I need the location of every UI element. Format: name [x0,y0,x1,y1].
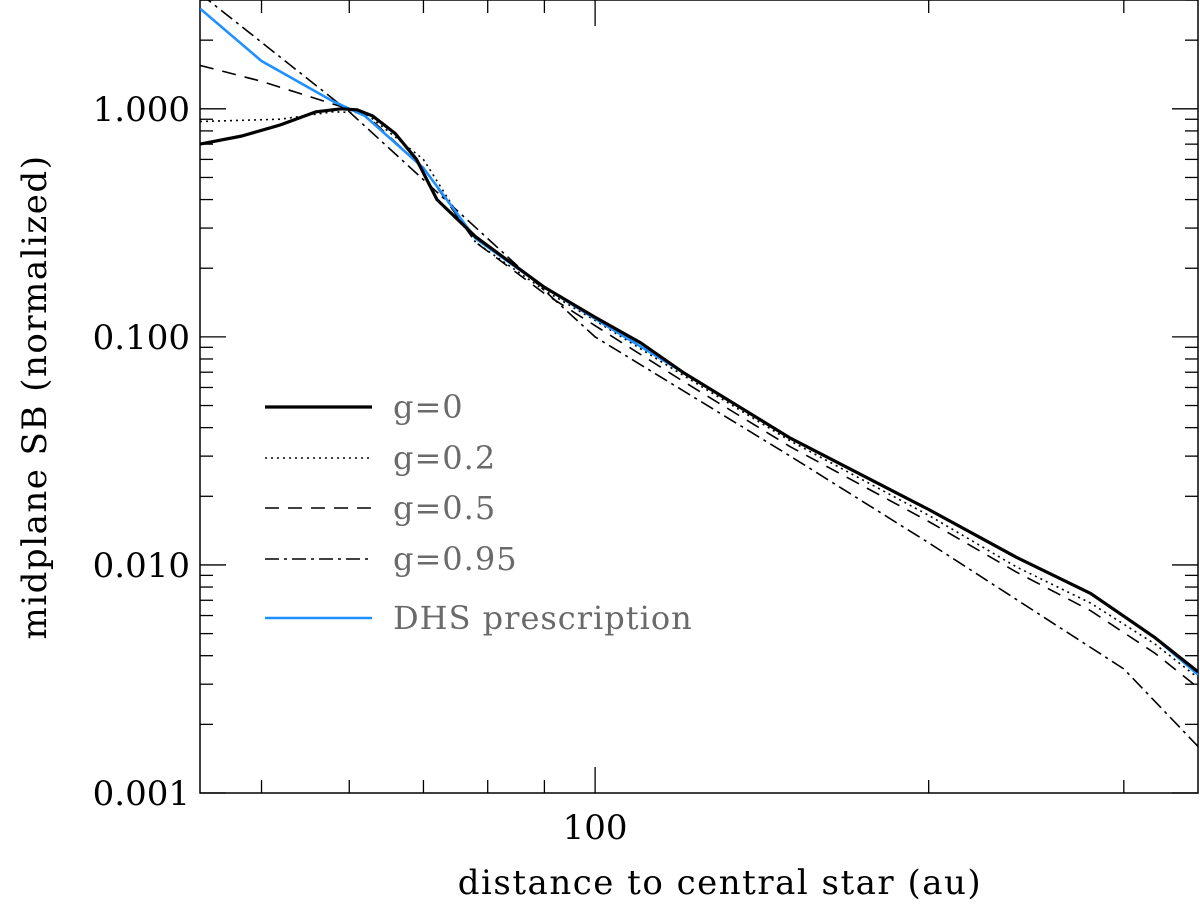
plot-frame [199,0,1199,794]
legend-label: g=0.95 [393,540,518,578]
series-line-g-0-2 [200,111,1198,679]
legend-label: DHS prescription [393,599,693,637]
legend-label: g=0.5 [393,489,496,527]
axis-ticks [200,0,1198,794]
tick-labels: 0.001 0.010 0.100 1.000 100 [93,90,628,848]
legend: g=0 g=0.2 g=0.5 g=0.95 DHS prescription [265,388,693,637]
y-tick-label: 0.100 [93,318,190,358]
y-tick-label: 1.000 [93,90,190,130]
y-tick-label: 0.001 [93,774,190,814]
y-axis-label: midplane SB (normalized) [15,155,55,640]
series-line-g-0-5 [200,64,1198,689]
series-lines [200,0,1198,747]
legend-label: g=0.2 [393,439,496,477]
series-line-g-0-95 [206,0,1198,747]
series-line-g-0 [200,107,1198,674]
x-tick-label: 100 [563,808,628,848]
y-tick-label: 0.010 [93,546,190,586]
legend-label: g=0 [393,388,464,426]
x-axis-label: distance to central star (au) [458,863,982,903]
